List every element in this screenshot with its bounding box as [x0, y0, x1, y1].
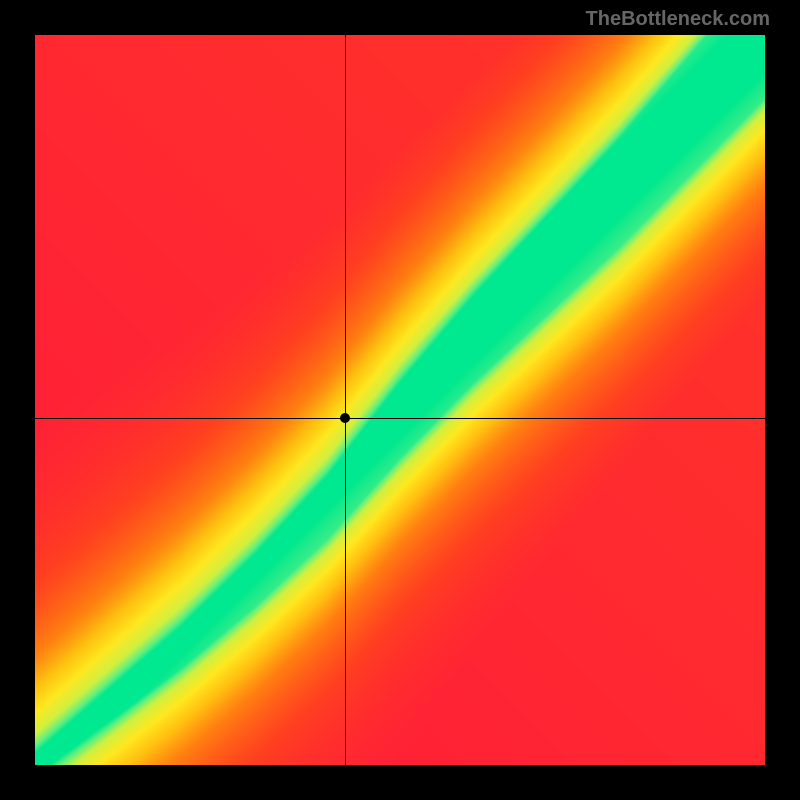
crosshair-vertical: [345, 35, 346, 765]
heatmap-plot: [35, 35, 765, 765]
watermark-text: TheBottleneck.com: [586, 8, 770, 31]
heatmap-canvas: [35, 35, 765, 765]
crosshair-horizontal: [35, 418, 765, 419]
crosshair-marker: [340, 413, 350, 423]
